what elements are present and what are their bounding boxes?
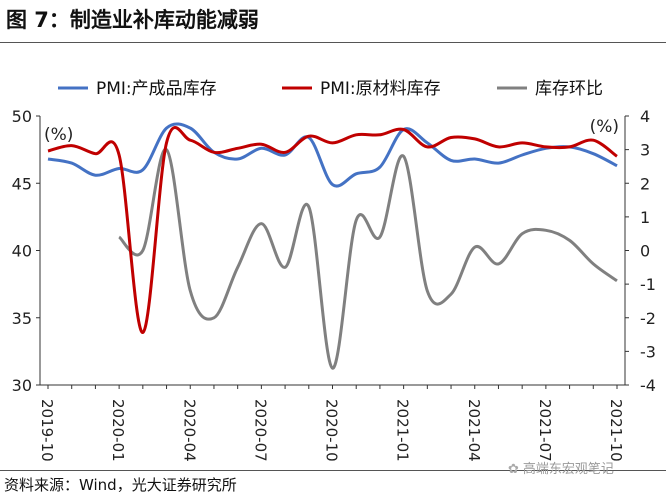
legend-label-1: PMI:原材料库存 (320, 79, 441, 99)
legend: PMI:产成品库存 PMI:原材料库存 库存环比 (58, 79, 603, 99)
chart-figure: PMI:产成品库存 PMI:原材料库存 库存环比 3035404550-4-3-2-… (12, 79, 656, 462)
right-unit-label: (%) (590, 117, 619, 137)
top-divider (0, 42, 666, 43)
x-tick-label: 2021-07 (536, 399, 554, 462)
x-tick-label: 2021-01 (394, 399, 412, 462)
right-tick-label: 2 (640, 174, 650, 193)
x-tick-label: 2020-07 (251, 399, 269, 462)
wechat-icon: ✿ (508, 462, 519, 477)
left-tick-label: 35 (12, 309, 32, 328)
legend-label-2: 库存环比 (535, 79, 603, 99)
x-tick-label: 2019-10 (38, 399, 56, 462)
bottom-divider (0, 470, 666, 471)
chart-title: 图 7：制造业补库动能减弱 (6, 8, 259, 32)
x-tick-label: 2020-10 (323, 399, 341, 462)
watermark: ✿ 高端东宏观笔记 (508, 458, 614, 477)
x-tick-label: 2021-04 (465, 399, 483, 462)
right-tick-label: 0 (640, 242, 650, 261)
series-line-2 (118, 148, 618, 370)
x-tick-label: 2020-04 (180, 399, 198, 462)
axes: 30 35 40 45 50 -4 -3 -2 -1 0 1 2 3 4 (%) (%) 2019-10 2020… (12, 107, 656, 462)
x-tick-label: 2021-10 (607, 399, 625, 462)
watermark-text: 高端东宏观笔记 (522, 462, 614, 477)
source-note: 资料来源：Wind，光大证券研究所 (4, 476, 237, 494)
left-tick-label: 30 (12, 376, 32, 395)
right-tick-label: 3 (640, 141, 650, 160)
left-unit-label: (%) (44, 125, 73, 145)
left-tick-label: 40 (12, 242, 32, 261)
right-tick-label: 1 (640, 208, 650, 227)
left-tick-label: 45 (12, 174, 32, 193)
right-tick-label: -1 (640, 275, 656, 294)
series-line-1 (47, 126, 618, 335)
right-tick-label: 4 (640, 107, 650, 126)
series-lines (47, 122, 618, 370)
legend-label-0: PMI:产成品库存 (96, 79, 217, 99)
left-tick-label: 50 (12, 107, 32, 126)
series-line-0 (47, 122, 618, 188)
x-tick-label: 2020-01 (109, 399, 127, 462)
right-tick-label: -2 (640, 309, 656, 328)
right-tick-label: -4 (640, 376, 656, 395)
right-tick-label: -3 (640, 342, 656, 361)
